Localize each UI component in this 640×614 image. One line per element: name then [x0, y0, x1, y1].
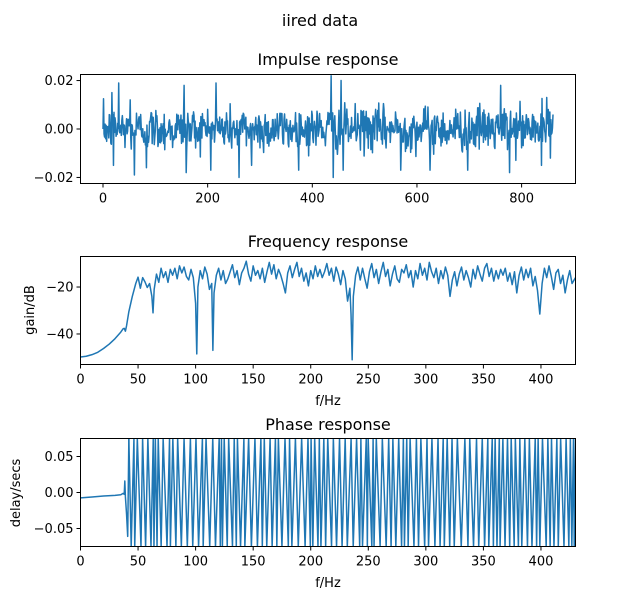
impulse-response-ytick-label: 0.02	[45, 74, 74, 89]
figure-suptitle: iired data	[282, 11, 358, 30]
impulse-response-line	[102, 74, 554, 179]
phase-response-xtick-label: 200	[298, 555, 323, 570]
frequency-response-title: Frequency response	[248, 232, 408, 251]
phase-response-xlabel: f/Hz	[315, 576, 341, 591]
phase-response-title: Phase response	[265, 415, 391, 434]
impulse-response-ytick-label: 0.00	[45, 123, 74, 138]
phase-response-ytick-label: 0.05	[45, 450, 74, 465]
impulse-response-xtick-label: 800	[509, 192, 534, 207]
phase-response-xtick-label: 150	[241, 555, 266, 570]
impulse-response-ticks: 0 200 400 600 800 0.02 0.00 −0.02	[34, 74, 534, 206]
frequency-response-ticks: 0 50 100 150 200 250 300 350 400 −20 −40	[46, 281, 553, 388]
phase-response-dense-line	[128, 438, 576, 547]
frequency-response-line	[80, 260, 576, 361]
phase-response-ticks: 0 50 100 150 200 250 300 350 400 0.05 0.00 −0.05	[34, 450, 554, 570]
frequency-response-ytick-label: −40	[46, 327, 73, 342]
frequency-response-xtick-label: 350	[471, 373, 496, 388]
impulse-response-title: Impulse response	[258, 50, 399, 69]
frequency-response-xtick-label: 200	[298, 373, 323, 388]
phase-response-smooth-line	[80, 438, 130, 538]
frequency-response-xtick-label: 50	[130, 373, 147, 388]
frequency-response-xtick-label: 250	[356, 373, 381, 388]
frequency-response-xtick-label: 0	[76, 373, 84, 388]
impulse-response-axes: Impulse response 0 200 400 600 800 0.02 0.00 −0…	[34, 50, 576, 207]
frequency-response-xtick-label: 100	[183, 373, 208, 388]
frequency-response-xlabel: f/Hz	[315, 394, 341, 409]
phase-response-ytick-label: 0.00	[45, 486, 74, 501]
phase-response-xtick-label: 50	[130, 555, 147, 570]
phase-response-xtick-label: 0	[76, 555, 84, 570]
impulse-response-xtick-label: 200	[195, 192, 220, 207]
frequency-response-axes: Frequency response 0 50 100 150 200 250 300 350…	[23, 232, 576, 409]
phase-response-series	[80, 438, 576, 547]
impulse-response-series	[102, 74, 554, 179]
impulse-response-frame	[80, 74, 576, 184]
impulse-response-xtick-label: 400	[300, 192, 325, 207]
frequency-response-ytick-label: −20	[46, 281, 73, 296]
phase-response-xtick-label: 250	[356, 555, 381, 570]
phase-response-xtick-label: 400	[529, 555, 554, 570]
frequency-response-series	[80, 260, 576, 361]
frequency-response-ylabel: gain/dB	[23, 285, 38, 335]
phase-response-ytick-label: −0.05	[34, 522, 74, 537]
phase-response-ylabel: delay/secs	[9, 458, 24, 527]
impulse-response-ytick-label: −0.02	[34, 171, 74, 186]
frequency-response-xtick-label: 400	[529, 373, 554, 388]
phase-response-frame	[80, 438, 576, 547]
impulse-response-xtick-label: 0	[99, 192, 107, 207]
phase-response-axes: Phase response 0 50 100 150 200 250 300 350 4000…	[9, 415, 576, 591]
phase-response-xtick-label: 300	[413, 555, 438, 570]
frequency-response-xtick-label: 300	[413, 373, 438, 388]
frequency-response-xtick-label: 150	[241, 373, 266, 388]
impulse-response-xtick-label: 600	[405, 192, 430, 207]
phase-response-xtick-label: 100	[183, 555, 208, 570]
phase-response-xtick-label: 350	[471, 555, 496, 570]
frequency-response-frame	[80, 256, 576, 365]
